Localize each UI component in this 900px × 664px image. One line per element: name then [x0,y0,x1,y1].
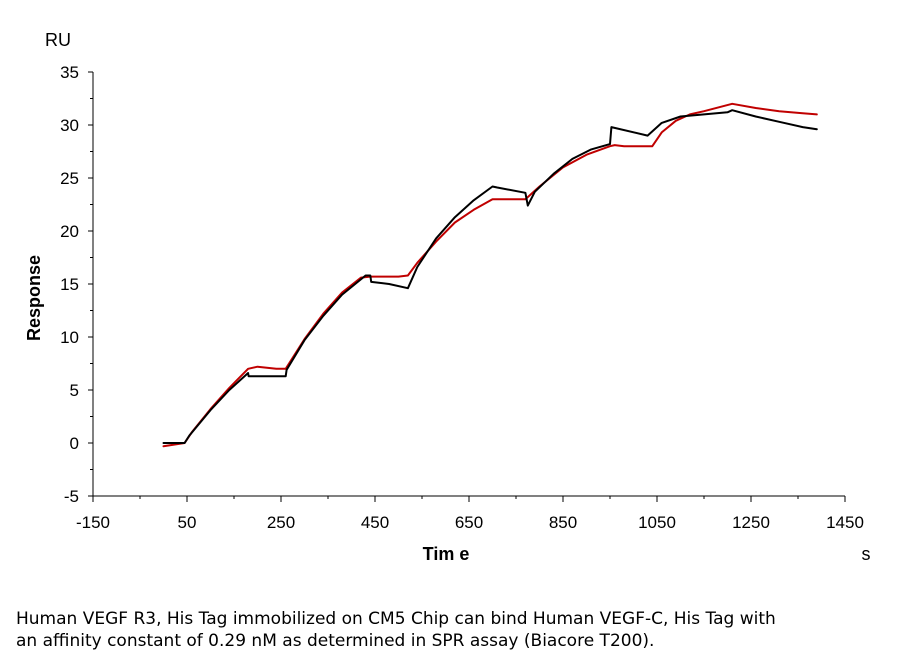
figure-caption: Human VEGF R3, His Tag immobilized on CM… [16,608,886,652]
y-ticks: 35 30 25 20 15 10 5 0 -5 [60,63,93,506]
x-tick-label: 50 [178,513,197,532]
x-tick-label: 1250 [732,513,770,532]
y-unit-label: RU [45,30,71,50]
x-tick-label: 1450 [826,513,864,532]
y-tick-label: 0 [70,434,79,453]
y-tick-label: 15 [60,275,79,294]
y-tick-label: 10 [60,328,79,347]
y-tick-label: 30 [60,116,79,135]
x-ticks: -150 50 250 450 650 850 1050 1250 1450 [76,496,864,532]
x-axis-title: Tim e [423,544,470,564]
x-tick-label: -150 [76,513,110,532]
caption-line-2: an affinity constant of 0.29 nM as deter… [16,631,655,651]
x-tick-label: 1050 [638,513,676,532]
series-layer [162,102,818,448]
x-tick-label: 450 [361,513,389,532]
y-axis-title: Response [24,255,44,341]
x-tick-label: 850 [549,513,577,532]
y-tick-label: 5 [70,381,79,400]
y-tick-label: -5 [64,487,79,506]
y-tick-label: 20 [60,222,79,241]
x-unit-label: s [862,544,871,564]
x-tick-label: 650 [455,513,483,532]
caption-line-1: Human VEGF R3, His Tag immobilized on CM… [16,609,776,629]
x-tick-label: 250 [267,513,295,532]
series-line-1 [162,102,818,448]
axes [92,72,845,497]
y-tick-label: 25 [60,169,79,188]
y-tick-label: 35 [60,63,79,82]
series-line-2 [162,109,818,444]
